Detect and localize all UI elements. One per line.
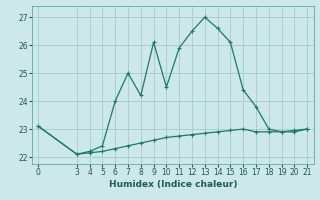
X-axis label: Humidex (Indice chaleur): Humidex (Indice chaleur) — [108, 180, 237, 189]
